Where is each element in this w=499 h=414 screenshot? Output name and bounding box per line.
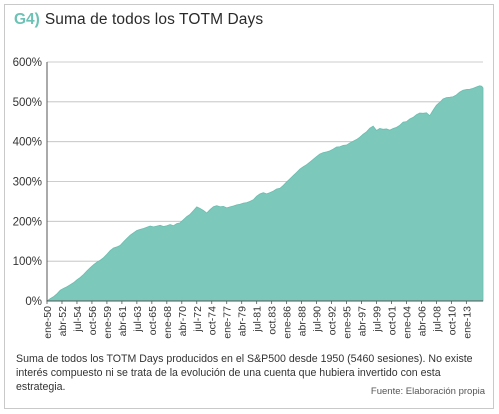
x-tick-label: abr-79: [237, 306, 249, 337]
area-series: [45, 85, 484, 302]
x-tick-label: jul-08: [431, 306, 443, 333]
x-tick-label: ene-13: [461, 306, 473, 339]
figure-source: Fuente: Elaboración propia: [370, 386, 485, 397]
figure-caption: Suma de todos los TOTM Days producidos e…: [16, 353, 473, 393]
y-tick-labels: 0% 100% 200% 300% 400% 500% 600%: [13, 57, 42, 308]
x-tick-label: jul-54: [72, 306, 84, 333]
x-tick-label: ene-77: [222, 306, 234, 339]
x-tick-label: oct-10: [446, 306, 458, 335]
x-tick-label: oct-01: [386, 306, 398, 335]
figure-code: G4): [14, 11, 40, 28]
y-tick-label: 100%: [13, 256, 42, 268]
y-tick-label: 600%: [13, 57, 42, 69]
x-tick-label: abr-61: [117, 306, 129, 337]
x-tick-label: ene-04: [401, 306, 413, 339]
y-tick-label: 500%: [13, 97, 42, 109]
y-tick-label: 0%: [25, 296, 42, 308]
x-tick-label: jul-81: [252, 306, 264, 333]
x-tick-labels: ene-50 abr-52 jul-54 oct-56 ene-59 abr-61 jul-…: [42, 306, 473, 339]
x-tick-label: ene-86: [282, 306, 294, 339]
x-tick-label: jul-90: [312, 306, 324, 333]
x-tick-label: jul-63: [132, 306, 144, 333]
y-tick-label: 300%: [13, 177, 42, 189]
x-tick-label: oct-56: [87, 306, 99, 335]
x-tick-label: abr-97: [357, 306, 369, 337]
figure-title-row: G4) Suma de todos los TOTM Days: [14, 11, 263, 29]
x-tick-label: oct-65: [147, 306, 159, 335]
x-tick-label: abr-06: [416, 306, 428, 337]
x-tick-label: oct-74: [207, 306, 219, 335]
area-series-path: [45, 85, 484, 302]
x-tick-label: ene-68: [162, 306, 174, 339]
x-tick-label: ene-50: [42, 306, 54, 339]
x-tick-label: abr-52: [57, 306, 69, 337]
figure-title: Suma de todos los TOTM Days: [44, 11, 264, 28]
x-tick-label: jul-99: [371, 306, 383, 333]
x-tick-label: oct.83: [267, 306, 279, 335]
x-tick-label: ene-95: [342, 306, 354, 339]
x-tick-label: abr-88: [297, 306, 309, 337]
x-tick-label: oct-92: [327, 306, 339, 335]
x-tick-label: jul-72: [192, 306, 204, 333]
y-tick-label: 400%: [13, 137, 42, 149]
x-tick-label: ene-59: [102, 306, 114, 339]
x-tick-label: abr-70: [177, 306, 189, 337]
y-tick-label: 200%: [13, 216, 42, 228]
axes: [46, 62, 483, 304]
